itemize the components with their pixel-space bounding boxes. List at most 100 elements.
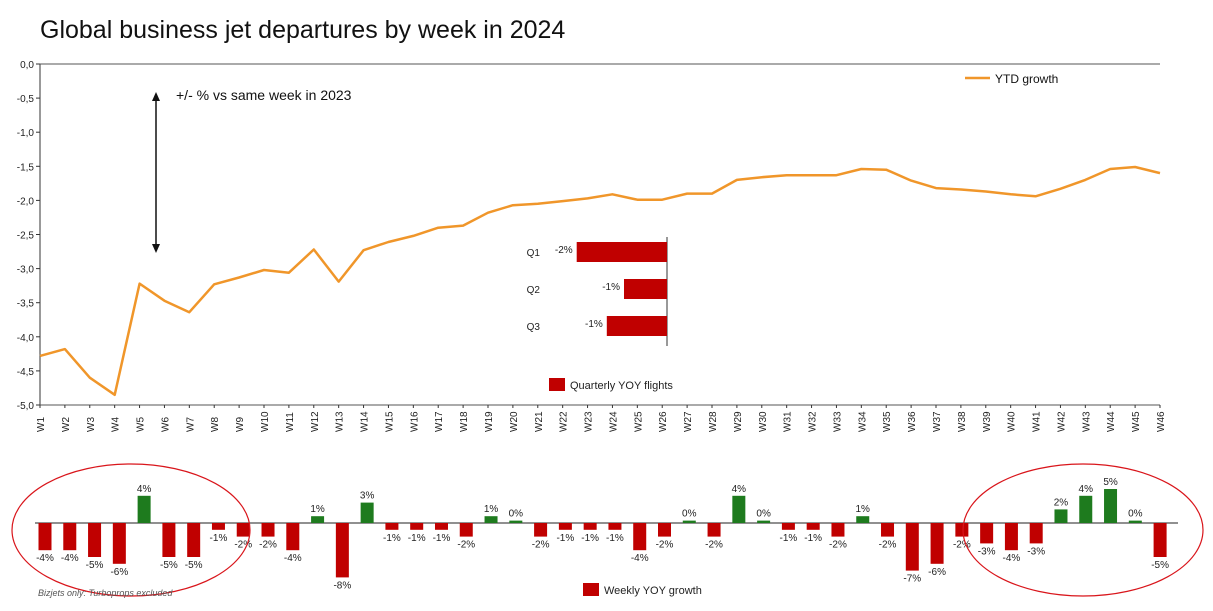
weekly-bar [1029, 523, 1043, 544]
weekly-value-label: -1% [606, 533, 624, 544]
x-tick-label: W14 [360, 411, 371, 432]
weekly-bar [360, 502, 374, 523]
weekly-bar [1054, 509, 1068, 523]
weekly-value-label: -5% [185, 560, 203, 571]
weekly-bar [236, 523, 250, 537]
x-tick-label: W8 [210, 417, 221, 432]
weekly-bar [608, 523, 622, 530]
weekly-value-label: -1% [804, 533, 822, 544]
weekly-value-label: -1% [210, 533, 228, 544]
x-tick-label: W43 [1081, 411, 1092, 432]
x-tick-label: W27 [683, 411, 694, 432]
weekly-value-label: -2% [829, 540, 847, 551]
weekly-value-label: -2% [656, 540, 674, 551]
weekly-bar [1153, 523, 1167, 557]
annotations: +/- % vs same week in 2023 Bizjets only: … [11, 87, 1204, 598]
weekly-bar [707, 523, 721, 537]
y-tick-label: -2,5 [17, 231, 35, 242]
weekly-bar [682, 520, 696, 523]
weekly-bar [484, 516, 498, 523]
legend-label-quarterly: Quarterly YOY flights [570, 380, 673, 392]
weekly-bar [534, 523, 548, 537]
x-tick-label: W40 [1007, 411, 1018, 432]
x-tick-label: W25 [633, 411, 644, 432]
quarterly-bar [576, 242, 667, 262]
footnote: Bizjets only: Turboprops excluded [38, 588, 173, 598]
weekly-value-label: -2% [705, 540, 723, 551]
quarterly-category-label: Q3 [527, 322, 541, 333]
weekly-value-label: 1% [310, 504, 325, 515]
annotation-text: +/- % vs same week in 2023 [176, 87, 352, 103]
quarterly-category-label: Q2 [527, 285, 541, 296]
x-tick-label: W35 [882, 411, 893, 432]
weekly-value-label: -5% [160, 560, 178, 571]
weekly-bar [187, 523, 201, 557]
x-tick-label: W33 [832, 411, 843, 432]
arrow-head-down [152, 244, 160, 253]
x-tick-label: W20 [509, 411, 520, 432]
weekly-value-label: -3% [978, 546, 996, 557]
weekly-bar [757, 520, 771, 523]
weekly-bar [1128, 520, 1142, 523]
weekly-value-label: 5% [1103, 477, 1118, 488]
y-tick-label: -0,5 [17, 94, 35, 105]
weekly-value-label: 3% [360, 491, 375, 502]
x-tick-label: W28 [708, 411, 719, 432]
weekly-value-label: 4% [1079, 484, 1094, 495]
x-tick-label: W22 [559, 411, 570, 432]
weekly-bar [137, 495, 151, 523]
weekly-value-label: -1% [780, 533, 798, 544]
weekly-bar [311, 516, 325, 523]
x-tick-label: W1 [36, 417, 47, 432]
weekly-value-label: 0% [682, 509, 697, 520]
weekly-value-label: 2% [1054, 497, 1069, 508]
x-tick-label: W23 [584, 411, 595, 432]
weekly-value-label: -2% [532, 540, 550, 551]
weekly-value-label: 4% [732, 484, 747, 495]
weekly-bar [1004, 523, 1018, 551]
highlight-ellipse-right [962, 463, 1204, 597]
quarterly-value-label: -1% [585, 319, 603, 330]
x-tick-label: W12 [310, 411, 321, 432]
quarterly-category-label: Q1 [527, 248, 541, 259]
weekly-bar [410, 523, 424, 530]
weekly-bar [856, 516, 870, 523]
x-tick-label: W16 [409, 411, 420, 432]
y-tick-label: 0,0 [20, 60, 34, 71]
weekly-value-label: 1% [484, 504, 499, 515]
weekly-value-label: -6% [110, 567, 128, 578]
weekly-value-label: -3% [1027, 546, 1045, 557]
highlight-ellipse-left [11, 463, 251, 597]
weekly-bar [955, 523, 969, 537]
weekly-value-label: 1% [856, 504, 871, 515]
x-tick-label: W3 [86, 417, 97, 432]
weekly-value-label: -2% [457, 540, 475, 551]
weekly-value-label: 0% [509, 509, 524, 520]
x-tick-label: W11 [285, 412, 296, 432]
weekly-bar [38, 523, 52, 551]
x-tick-label: W13 [335, 411, 346, 432]
weekly-bar [558, 523, 572, 530]
weekly-bar [732, 495, 746, 523]
weekly-bar [434, 523, 448, 530]
weekly-value-label: -7% [903, 574, 921, 585]
weekly-value-label: -2% [259, 540, 277, 551]
y-tick-label: -4,5 [17, 367, 35, 378]
quarterly-bar-chart: Q1 -2% Q2 -1% Q3 -1% Quarterly YOY flights [527, 237, 673, 392]
weekly-value-label: -4% [1003, 553, 1021, 564]
weekly-bar [261, 523, 275, 537]
weekly-value-label: 0% [1128, 509, 1143, 520]
x-tick-label: W45 [1131, 411, 1142, 432]
weekly-value-label: -1% [433, 533, 451, 544]
x-tick-label: W9 [235, 417, 246, 432]
weekly-value-label: -2% [879, 540, 897, 551]
weekly-value-label: -8% [333, 580, 351, 591]
x-tick-label: W4 [111, 417, 122, 432]
quarterly-value-label: -2% [555, 245, 573, 256]
weekly-value-label: -1% [383, 533, 401, 544]
x-tick-label: W46 [1156, 411, 1167, 432]
weekly-bar [385, 523, 399, 530]
weekly-bar [633, 523, 647, 551]
weekly-value-label: -4% [36, 553, 54, 564]
